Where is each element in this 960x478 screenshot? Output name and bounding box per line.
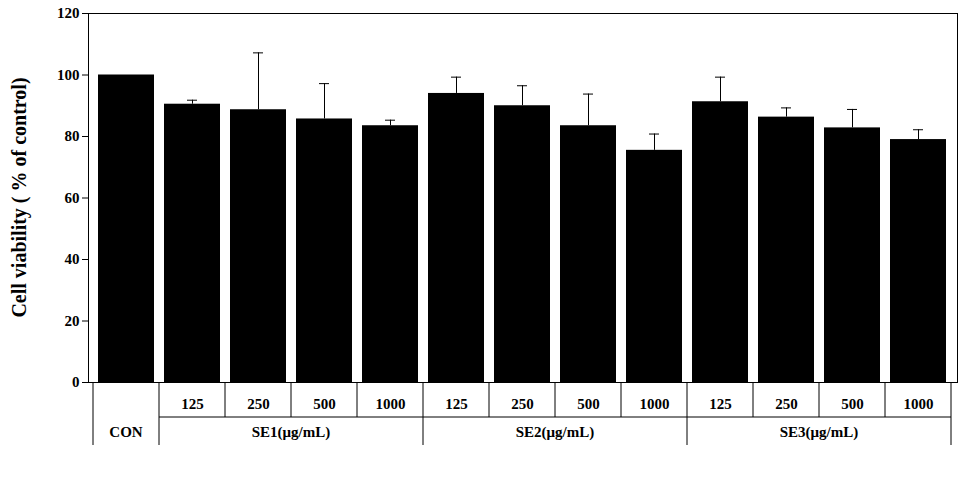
svg-text:250: 250 [247,396,270,412]
svg-text:CON: CON [109,424,143,440]
svg-text:250: 250 [511,396,534,412]
svg-text:125: 125 [181,396,204,412]
svg-text:40: 40 [65,251,80,267]
svg-text:20: 20 [65,313,80,329]
svg-text:1000: 1000 [904,396,934,412]
svg-text:120: 120 [57,5,80,21]
svg-text:125: 125 [445,396,468,412]
svg-text:500: 500 [841,396,864,412]
svg-text:80: 80 [65,128,80,144]
svg-text:250: 250 [775,396,798,412]
svg-text:1000: 1000 [640,396,670,412]
svg-text:500: 500 [313,396,336,412]
svg-text:1000: 1000 [376,396,406,412]
svg-text:60: 60 [65,190,80,206]
svg-text:Cell viability ( % of control): Cell viability ( % of control) [8,77,31,317]
svg-text:SE3(μg/mL): SE3(μg/mL) [780,424,859,441]
svg-text:100: 100 [57,67,80,83]
svg-text:0: 0 [72,374,80,390]
svg-text:500: 500 [577,396,600,412]
svg-text:SE1(μg/mL): SE1(μg/mL) [252,424,331,441]
svg-text:SE2(μg/mL): SE2(μg/mL) [516,424,595,441]
svg-text:125: 125 [709,396,732,412]
